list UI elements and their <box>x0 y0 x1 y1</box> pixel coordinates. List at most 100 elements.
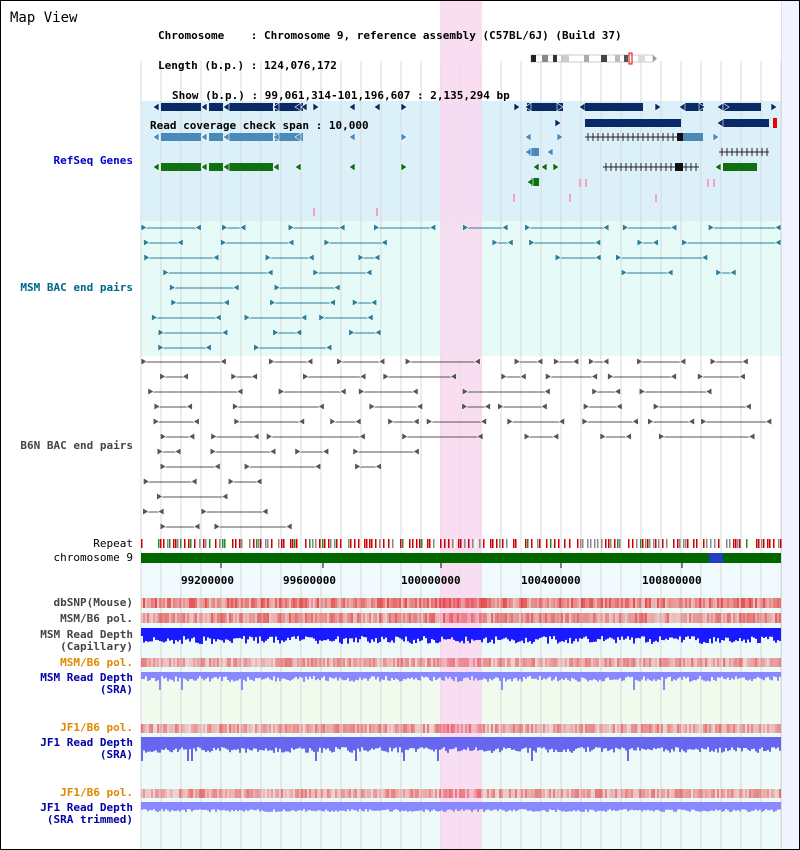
polymorphism-cell <box>325 724 327 733</box>
read-depth-bar <box>687 672 689 677</box>
read-depth-bar <box>279 802 281 812</box>
read-depth-bar <box>157 737 159 753</box>
read-depth-bar <box>541 802 543 811</box>
read-depth-bar <box>255 802 257 811</box>
read-depth-bar <box>467 672 469 678</box>
polymorphism-cell <box>265 658 267 667</box>
read-depth-bar <box>357 672 359 681</box>
assembly-info: Chromosome : Chromosome 9, reference ass… <box>150 11 622 151</box>
read-depth-bar <box>435 628 437 643</box>
read-depth-bar <box>683 737 685 752</box>
read-depth-bar <box>555 802 557 812</box>
strand-arrow <box>227 477 235 486</box>
track-label-msm-bac[interactable]: MSM BAC end pairs <box>20 281 133 294</box>
repeat-mark <box>197 539 199 548</box>
read-depth-bar <box>743 672 745 678</box>
track-label-refseq[interactable]: RefSeq Genes <box>53 154 133 167</box>
polymorphism-cell <box>405 724 407 733</box>
read-depth-bar <box>565 802 567 812</box>
read-depth-bar <box>647 672 649 679</box>
track-label-msm-b6-pol-sra[interactable]: MSM/B6 pol. <box>60 656 133 669</box>
read-depth-bar <box>613 672 615 680</box>
read-depth-bar <box>319 672 321 681</box>
read-depth-bar <box>563 802 565 812</box>
polymorphism-cell <box>667 598 669 608</box>
repeat-mark <box>546 539 548 548</box>
read-depth-bar <box>185 628 187 640</box>
repeat-mark <box>492 539 494 548</box>
polymorphism-cell <box>505 598 507 608</box>
strand-arrow <box>317 402 325 411</box>
read-depth-bar <box>155 802 157 812</box>
polymorphism-cell <box>629 613 631 623</box>
polymorphism-cell <box>583 658 585 667</box>
polymorphism-cell <box>487 613 489 623</box>
chromosome-gap-mark <box>709 553 723 563</box>
read-depth-bar <box>737 628 739 642</box>
read-depth-bar <box>181 737 183 748</box>
strand-arrow <box>524 147 532 157</box>
polymorphism-cell <box>521 613 523 623</box>
track-label-jf1-b6-pol-trim[interactable]: JF1/B6 pol. <box>60 786 133 799</box>
polymorphism-cell <box>779 724 781 733</box>
strand-arrow <box>348 102 356 112</box>
polymorphism-cell <box>729 613 731 623</box>
read-depth-bar <box>391 737 393 752</box>
read-depth-bar <box>303 737 305 749</box>
polymorphism-cell <box>567 658 569 667</box>
read-depth-bar <box>195 628 197 643</box>
polymorphism-cell <box>415 658 417 667</box>
read-depth-bar <box>489 802 491 811</box>
track-label-jf1-depth[interactable]: JF1 Read Depth (SRA) <box>40 737 133 761</box>
polymorphism-cell <box>351 789 353 798</box>
track-label-dbsnp[interactable]: dbSNP(Mouse) <box>53 596 133 609</box>
polymorphism-cell <box>241 789 243 798</box>
polymorphism-cell <box>689 724 691 733</box>
read-depth-bar <box>541 628 543 638</box>
axis-tick-label: 100000000 <box>401 574 461 587</box>
read-depth-bar <box>699 672 701 677</box>
track-label-msm-depth-cap[interactable]: MSM Read Depth (Capillary) <box>40 629 133 653</box>
read-depth-bar <box>395 802 397 810</box>
polymorphism-cell <box>729 789 731 798</box>
read-depth-bar <box>397 672 399 680</box>
track-label-repeat[interactable]: Repeat <box>93 537 133 550</box>
track-label-jf1-depth-trim[interactable]: JF1 Read Depth (SRA trimmed) <box>40 802 133 826</box>
read-depth-bar <box>677 802 679 810</box>
read-depth-bar <box>677 628 679 640</box>
read-depth-bar <box>359 628 361 640</box>
track-label-msm-depth-sra[interactable]: MSM Read Depth (SRA) <box>40 672 133 696</box>
strand-arrow <box>322 447 329 456</box>
read-depth-bar <box>683 802 685 810</box>
polymorphism-cell <box>561 658 563 667</box>
read-depth-bar <box>243 737 245 749</box>
read-depth-bar <box>749 628 751 643</box>
track-label-chromosome[interactable]: chromosome 9 <box>53 551 133 564</box>
refseq-pink-mark <box>707 179 709 187</box>
track-label-msm-b6-pol[interactable]: MSM/B6 pol. <box>60 612 133 625</box>
read-depth-bar <box>753 737 755 749</box>
polymorphism-cell <box>305 598 307 608</box>
polymorphism-cell <box>169 724 171 733</box>
polymorphism-cell <box>169 658 171 667</box>
track-label-jf1-b6-pol[interactable]: JF1/B6 pol. <box>60 721 133 734</box>
read-depth-bar <box>259 628 261 637</box>
strand-arrow <box>358 387 366 396</box>
polymorphism-cell <box>479 613 481 623</box>
track-label-b6n-bac[interactable]: B6N BAC end pairs <box>20 439 133 452</box>
strand-arrow <box>651 238 659 247</box>
polymorphism-cell <box>387 658 389 667</box>
read-depth-bar <box>331 628 333 642</box>
read-depth-bar <box>477 802 479 812</box>
strand-arrow <box>712 132 720 142</box>
polymorphism-cell <box>165 613 167 623</box>
gene-exon-block <box>585 103 643 111</box>
polymorphism-cell <box>589 613 591 623</box>
read-depth-bar <box>413 737 415 749</box>
polymorphism-cell <box>171 724 173 733</box>
polymorphism-cell <box>637 613 639 623</box>
polymorphism-cell <box>275 789 277 798</box>
read-depth-bar <box>425 802 427 810</box>
polymorphism-cell <box>261 613 263 623</box>
